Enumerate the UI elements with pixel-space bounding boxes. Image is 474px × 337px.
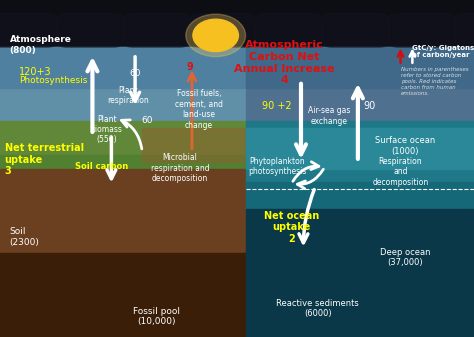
Text: Air-sea gas
exchange: Air-sea gas exchange xyxy=(308,106,351,126)
Bar xyxy=(0,155,246,175)
Text: Fossil pool
(10,000): Fossil pool (10,000) xyxy=(133,307,180,326)
Text: Deep ocean
(37,000): Deep ocean (37,000) xyxy=(380,248,430,267)
FancyBboxPatch shape xyxy=(389,13,455,47)
Text: 9: 9 xyxy=(186,62,193,72)
FancyBboxPatch shape xyxy=(123,13,190,47)
Text: Soil
(2300): Soil (2300) xyxy=(9,227,39,247)
FancyBboxPatch shape xyxy=(256,13,322,47)
Text: 90: 90 xyxy=(364,101,376,111)
Bar xyxy=(246,47,474,128)
Bar xyxy=(246,121,474,189)
Text: Atmospheric
Carbon Net
Annual Increase
4: Atmospheric Carbon Net Annual Increase 4 xyxy=(234,40,335,85)
Text: Photosynthesis: Photosynthesis xyxy=(19,76,87,85)
Circle shape xyxy=(186,14,246,57)
Text: Numbers in parentheses
refer to stored carbon
pools. Red indicates
carbon from h: Numbers in parentheses refer to stored c… xyxy=(401,67,468,96)
Bar xyxy=(0,168,246,337)
Text: 60: 60 xyxy=(129,69,141,78)
Bar xyxy=(246,182,474,216)
Text: Atmosphere
(800): Atmosphere (800) xyxy=(9,35,72,55)
Text: 120+3: 120+3 xyxy=(19,67,52,78)
Text: Surface ocean
(1000): Surface ocean (1000) xyxy=(375,136,436,156)
Circle shape xyxy=(193,19,238,52)
FancyBboxPatch shape xyxy=(190,13,256,47)
Bar xyxy=(0,47,246,128)
Text: Plant
biomass
(550): Plant biomass (550) xyxy=(91,115,123,144)
Bar xyxy=(246,47,474,88)
Text: 60: 60 xyxy=(141,116,153,125)
Text: GtC/y: Gigatons
of carbon/year: GtC/y: Gigatons of carbon/year xyxy=(412,45,474,59)
Bar xyxy=(246,128,474,168)
Bar xyxy=(0,0,474,47)
FancyBboxPatch shape xyxy=(57,13,123,47)
Text: Net terrestrial
uptake
3: Net terrestrial uptake 3 xyxy=(5,143,84,177)
Text: Soil carbon: Soil carbon xyxy=(75,162,128,171)
Text: Plant
respiration: Plant respiration xyxy=(107,86,149,105)
Text: Respiration
and
decomposition: Respiration and decomposition xyxy=(373,157,428,186)
Text: 90 +2: 90 +2 xyxy=(263,101,292,111)
Bar xyxy=(142,128,246,162)
Text: Microbial
respiration and
decomposition: Microbial respiration and decomposition xyxy=(151,153,210,183)
FancyBboxPatch shape xyxy=(322,13,389,47)
FancyBboxPatch shape xyxy=(0,13,57,47)
Bar xyxy=(0,121,246,162)
Bar xyxy=(0,47,246,88)
Bar xyxy=(0,253,246,337)
Text: Reactive sediments
(6000): Reactive sediments (6000) xyxy=(276,299,359,318)
Bar xyxy=(246,209,474,337)
Text: Phytoplankton
photosynthesis: Phytoplankton photosynthesis xyxy=(248,157,307,176)
Text: Fossil fuels,
cement, and
land-use
change: Fossil fuels, cement, and land-use chang… xyxy=(175,89,223,129)
Text: Net ocean
uptake
2: Net ocean uptake 2 xyxy=(264,211,319,244)
FancyBboxPatch shape xyxy=(455,13,474,47)
